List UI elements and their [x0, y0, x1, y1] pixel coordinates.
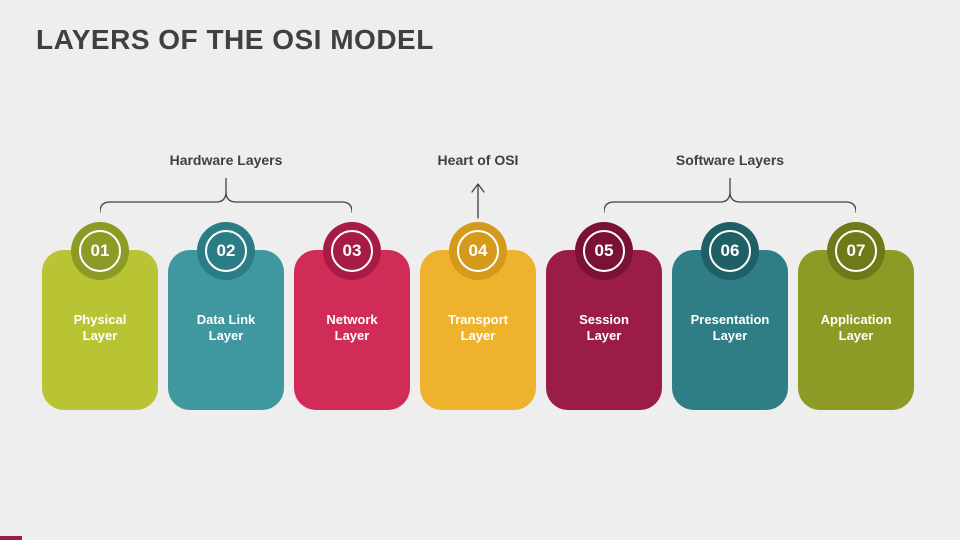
layer-badge: 06 — [701, 222, 759, 280]
layer-label: NetworkLayer — [294, 312, 410, 345]
layer-badge: 01 — [71, 222, 129, 280]
layer-number: 04 — [457, 230, 499, 272]
layer-label: SessionLayer — [546, 312, 662, 345]
layer-label: PhysicalLayer — [42, 312, 158, 345]
group-brace — [604, 176, 856, 222]
diagram-stage: Hardware Layers Heart of OSI Software Laye… — [0, 150, 960, 470]
layer-badge: 04 — [449, 222, 507, 280]
page-title: LAYERS OF THE OSI MODEL — [36, 24, 434, 56]
group-label: Hardware Layers — [170, 152, 283, 168]
layer-label: Data LinkLayer — [168, 312, 284, 345]
layer-badge: 02 — [197, 222, 255, 280]
group-arrow — [468, 176, 488, 222]
layer-number: 07 — [835, 230, 877, 272]
group-label: Software Layers — [676, 152, 784, 168]
layer-badge: 05 — [575, 222, 633, 280]
group-brace — [100, 176, 352, 222]
layer-badge: 07 — [827, 222, 885, 280]
layer-label: ApplicationLayer — [798, 312, 914, 345]
layer-number: 05 — [583, 230, 625, 272]
layer-label: TransportLayer — [420, 312, 536, 345]
layer-number: 03 — [331, 230, 373, 272]
group-label: Heart of OSI — [438, 152, 519, 168]
layer-badge: 03 — [323, 222, 381, 280]
layer-number: 01 — [79, 230, 121, 272]
layer-number: 02 — [205, 230, 247, 272]
layer-label: PresentationLayer — [672, 312, 788, 345]
accent-bar — [0, 536, 22, 540]
layer-number: 06 — [709, 230, 751, 272]
